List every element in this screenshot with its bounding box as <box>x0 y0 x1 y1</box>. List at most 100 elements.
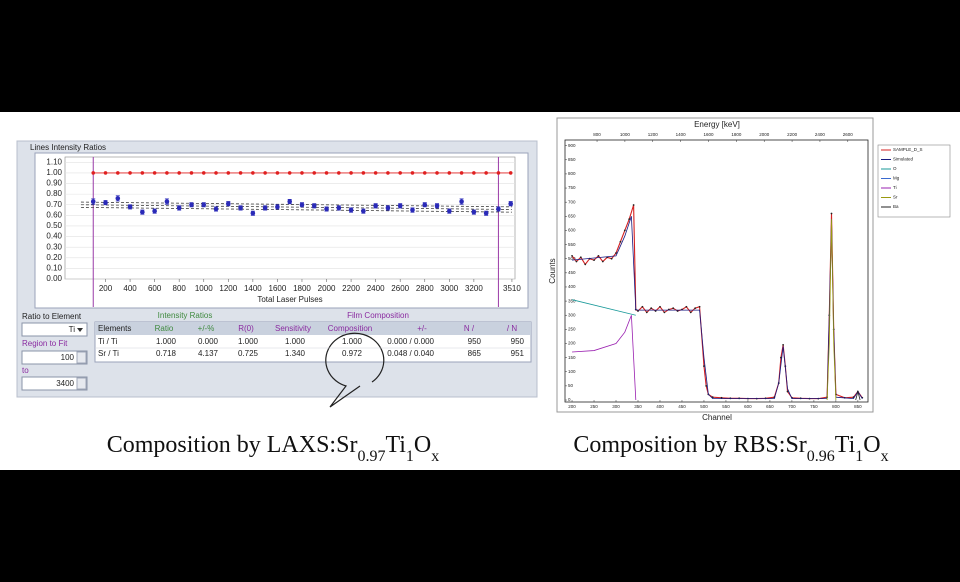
legend-label: O <box>893 166 897 171</box>
y-tick-label: 250 <box>568 327 576 332</box>
column-header: Ratio <box>155 324 174 333</box>
spinner[interactable] <box>76 351 87 364</box>
measured-point <box>459 199 464 204</box>
table-cell: 1.000 <box>238 337 259 346</box>
formula-subscript: x <box>881 448 889 465</box>
x-tick-label: 800 <box>832 404 840 409</box>
measured-point <box>164 199 170 204</box>
x-tick-label: 2200 <box>342 284 360 293</box>
reference-point <box>263 171 267 175</box>
x-tick-label: 2400 <box>367 284 385 293</box>
column-header: Sensitivity <box>275 324 311 333</box>
data-point <box>619 240 622 243</box>
measured-point <box>127 204 133 210</box>
dropdown-value: Ti <box>69 325 76 334</box>
formula-element: Sr <box>785 432 806 458</box>
y-tick-label: 900 <box>568 143 576 148</box>
table-cell: 1.000 <box>342 337 363 346</box>
caption: Composition by RBS:Sr0.96Ti1Ox <box>573 432 888 465</box>
y-tick-label: 800 <box>568 171 576 176</box>
y-tick-label: 0.90 <box>46 179 62 188</box>
rbs-plot-box <box>564 139 869 403</box>
measured-point <box>262 205 268 211</box>
formula-subscript: 0.97 <box>357 448 385 465</box>
from-input[interactable] <box>21 350 88 365</box>
table-cell: 865 <box>468 349 482 358</box>
element-dropdown[interactable] <box>21 322 88 337</box>
data-point <box>584 263 587 266</box>
x-axis-label: Channel <box>702 413 732 422</box>
reference-point <box>214 171 218 175</box>
to-input[interactable] <box>21 376 88 391</box>
y-tick-label: 500 <box>568 256 576 261</box>
x-tick-label: 3200 <box>465 284 483 293</box>
measured-point <box>373 203 378 209</box>
x-tick-label: 650 <box>766 404 774 409</box>
measured-point <box>434 203 440 209</box>
legend-label: Mg <box>893 176 900 181</box>
table-cell: 951 <box>511 349 525 358</box>
measured-point <box>397 203 403 209</box>
y-tick-label: 300 <box>568 312 576 317</box>
reference-point <box>410 171 415 175</box>
measured-point <box>201 202 207 208</box>
spinner[interactable] <box>76 377 87 390</box>
form-label: Region to Fit <box>22 339 68 348</box>
reference-point <box>238 171 243 175</box>
formula-element: Sr <box>336 432 357 458</box>
x2-tick-label: 1000 <box>620 132 631 137</box>
series-line <box>571 299 636 316</box>
measured-point <box>471 209 477 215</box>
reference-point <box>189 171 194 175</box>
table-cell: 0.048 / 0.040 <box>387 349 434 358</box>
reference-point <box>287 171 292 175</box>
reference-point <box>435 171 439 175</box>
x-tick-label: 400 <box>656 404 664 409</box>
data-point <box>593 259 595 262</box>
y-tick-label: 450 <box>568 270 576 275</box>
x2-tick-label: 2200 <box>787 132 798 137</box>
x-tick-label: 2000 <box>318 284 336 293</box>
y-tick-label: 750 <box>568 185 576 190</box>
measured-point <box>361 208 366 214</box>
y-tick-label: 350 <box>568 298 576 303</box>
y-tick-label: 650 <box>568 213 576 218</box>
legend-label: SAMPLE_D_S <box>893 147 923 152</box>
data-point <box>623 229 626 232</box>
data-point <box>672 307 675 310</box>
x-tick-label: 350 <box>634 404 642 409</box>
x-tick-label: 200 <box>99 284 113 293</box>
series-line <box>855 389 861 401</box>
reference-point <box>386 171 390 175</box>
x-tick-label: 850 <box>854 404 862 409</box>
x2-tick-label: 1200 <box>648 132 659 137</box>
x2-tick-label: 1600 <box>703 132 714 137</box>
formula-element: O <box>863 432 880 458</box>
measured-point <box>189 202 194 208</box>
measured-point <box>152 208 157 214</box>
group-header: Film Composition <box>347 311 409 320</box>
x-tick-label: 1600 <box>269 284 287 293</box>
x2-tick-label: 2600 <box>843 132 854 137</box>
x-tick-label: 200 <box>568 404 576 409</box>
x-tick-label: 600 <box>744 404 752 409</box>
y-tick-label: 850 <box>568 157 576 162</box>
y-tick-label: 0.30 <box>46 242 62 251</box>
table-cell: 950 <box>511 337 525 346</box>
caption-text: Composition by LAXS: <box>107 432 336 458</box>
x-tick-label: 600 <box>148 284 162 293</box>
y-tick-label: 400 <box>568 284 576 289</box>
column-header: Composition <box>328 324 372 333</box>
caption: Composition by LAXS:Sr0.97Ti1Ox <box>107 432 440 465</box>
x-tick-label: 1000 <box>195 284 213 293</box>
y-tick-label: 0.70 <box>46 200 62 209</box>
x-tick-label: 450 <box>678 404 686 409</box>
measured-point <box>176 205 182 211</box>
data-point <box>641 305 644 308</box>
reference-point <box>128 171 132 175</box>
measured-point <box>385 205 391 211</box>
x2-tick-label: 800 <box>593 132 601 137</box>
x2-tick-label: 1800 <box>731 132 742 137</box>
